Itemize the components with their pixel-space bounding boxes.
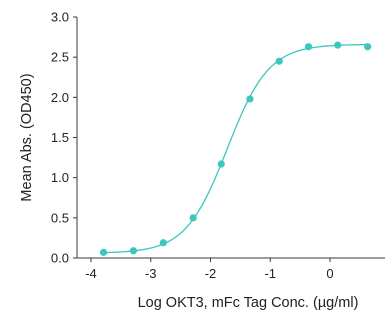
- y-axis-title: Mean Abs. (OD450): [19, 73, 35, 201]
- y-tick-label: 1.5: [51, 130, 69, 145]
- data-points: [99, 41, 372, 256]
- data-point: [217, 160, 225, 168]
- y-tick-label: 2.0: [51, 90, 69, 105]
- x-tick-label: -3: [145, 266, 157, 281]
- data-point: [129, 247, 138, 255]
- y-tick-label: 0.5: [51, 210, 69, 225]
- x-tick-label: -4: [85, 266, 97, 281]
- data-point: [246, 95, 254, 103]
- data-point: [304, 43, 313, 51]
- x-axis-ticks: -4 -3 -2 -1 0: [85, 258, 334, 281]
- x-axis-title: Log OKT3, mFc Tag Conc. (µg/ml): [138, 295, 359, 311]
- x-tick-label: -1: [264, 266, 276, 281]
- x-tick-label: -2: [205, 266, 217, 281]
- data-point: [334, 41, 342, 49]
- x-tick-label: 0: [326, 266, 333, 281]
- y-axis-ticks: 0.0 0.5 1.0 1.5 2.0 2.5 3.0: [51, 10, 77, 266]
- fit-curve: [102, 43, 369, 254]
- axes: [76, 17, 385, 259]
- data-point: [99, 248, 108, 256]
- data-point: [189, 214, 197, 222]
- y-tick-label: 1.0: [51, 170, 69, 185]
- y-tick-label: 0.0: [51, 251, 69, 266]
- data-point: [159, 239, 167, 247]
- y-tick-label: 3.0: [51, 10, 69, 25]
- data-point: [275, 57, 283, 65]
- y-tick-label: 2.5: [51, 50, 69, 65]
- data-point: [364, 43, 372, 51]
